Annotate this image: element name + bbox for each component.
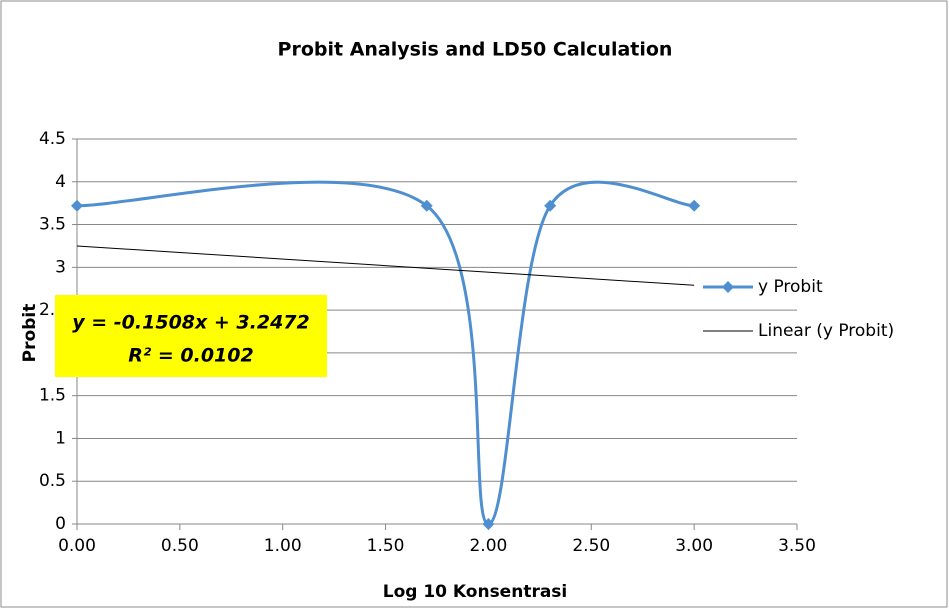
y-tick-label: 0.5 [39, 471, 66, 491]
legend-marker [722, 281, 734, 293]
y-tick-label: 1 [55, 428, 66, 448]
series-line [76, 245, 695, 286]
x-tick-label: 1.00 [264, 536, 302, 556]
y-tick-label: 1.5 [39, 386, 66, 406]
marker [688, 199, 701, 212]
y-tick-label: 0 [55, 514, 66, 534]
y-tick-label: 3.5 [39, 215, 66, 235]
y-tick-label: 3 [55, 257, 66, 277]
legend-label: Linear (y Probit) [758, 321, 894, 341]
x-tick-label: 3.50 [778, 536, 816, 556]
x-tick-label: 1.50 [367, 536, 405, 556]
y-tick-label: 4 [55, 172, 66, 192]
x-tick-label: 0.50 [161, 536, 199, 556]
marker [482, 518, 495, 530]
x-tick-label: 2.50 [572, 536, 610, 556]
x-tick-label: 2.00 [469, 536, 507, 556]
y-axis-title: Probit [20, 304, 40, 363]
series-line [76, 180, 695, 526]
marker [71, 199, 83, 212]
legend-label: y Probit [758, 277, 823, 297]
chart-title: Probit Analysis and LD50 Calculation [278, 39, 673, 61]
marker [420, 199, 433, 212]
marker [544, 199, 557, 212]
annotation-box [55, 295, 327, 377]
annotation: R² = 0.0102 [128, 345, 253, 367]
x-axis-title: Log 10 Konsentrasi [383, 582, 568, 602]
y-tick-label: 4.5 [39, 129, 66, 149]
annotation: y = -0.1508x + 3.2472 [72, 312, 309, 334]
x-tick-label: 0.00 [58, 536, 96, 556]
x-tick-label: 3.00 [675, 536, 713, 556]
